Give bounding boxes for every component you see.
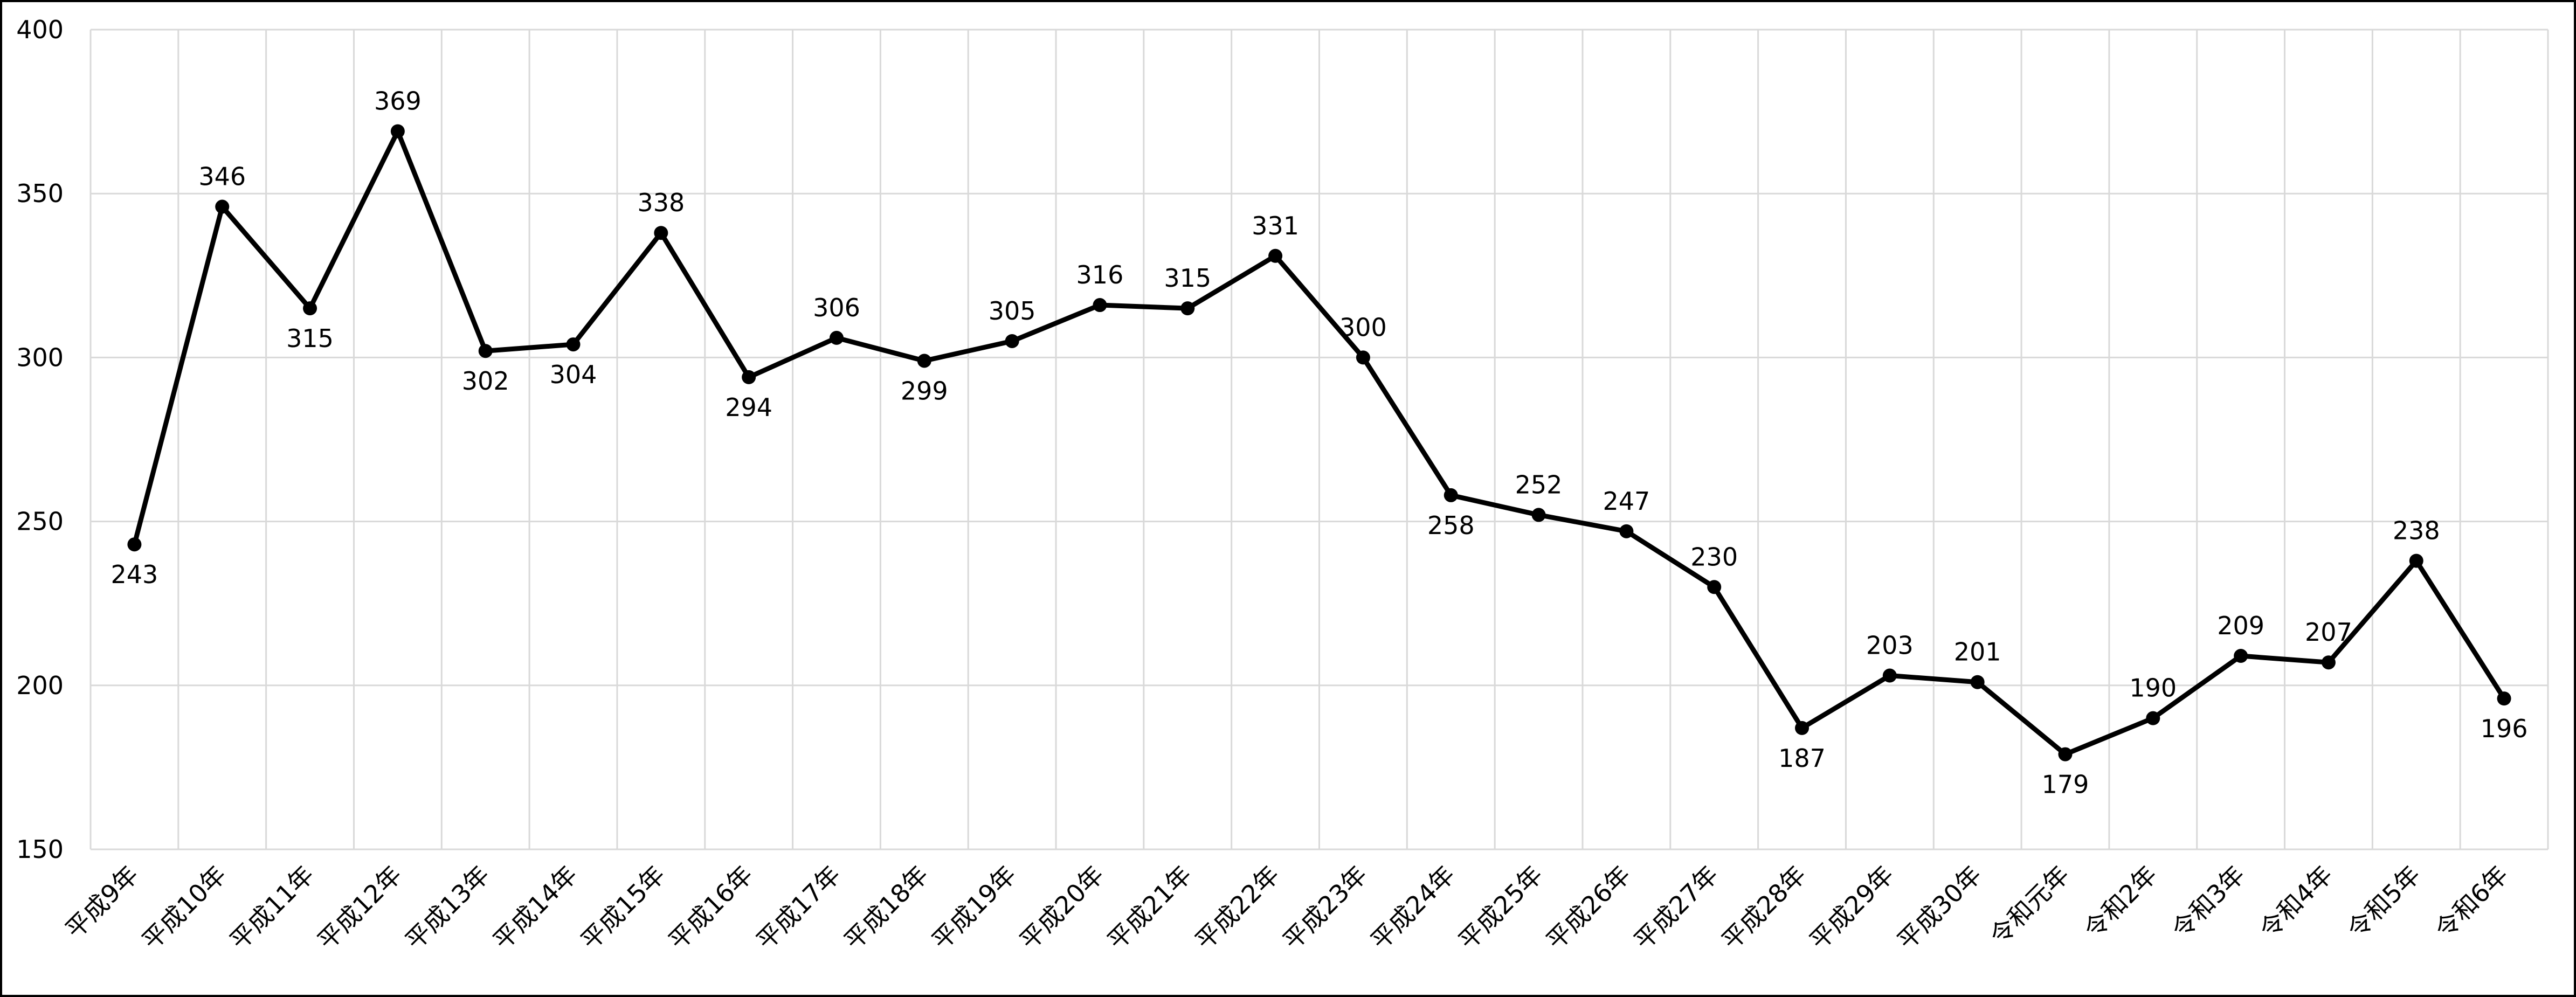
data-label: 238 (2393, 516, 2440, 545)
data-label: 305 (989, 296, 1036, 326)
data-label: 258 (1427, 511, 1475, 540)
data-label: 190 (2129, 674, 2177, 703)
data-label: 304 (550, 360, 597, 389)
y-tick-label: 200 (16, 671, 64, 700)
data-label: 201 (1954, 638, 2001, 667)
marker (1970, 675, 1985, 689)
y-tick-label: 350 (16, 179, 64, 208)
marker (917, 354, 931, 368)
data-label: 316 (1076, 260, 1124, 289)
marker (2409, 553, 2423, 568)
data-label: 243 (111, 560, 158, 589)
marker (127, 537, 142, 552)
data-label: 315 (1164, 264, 1211, 293)
marker (478, 344, 493, 358)
y-tick-label: 150 (16, 835, 64, 864)
marker (566, 337, 581, 352)
data-label: 187 (1778, 744, 1826, 773)
data-label: 207 (2305, 618, 2352, 647)
data-label: 299 (901, 376, 948, 405)
data-label: 300 (1339, 313, 1387, 342)
marker (2146, 711, 2160, 725)
marker (303, 301, 317, 316)
marker (2497, 691, 2511, 706)
data-label: 209 (2217, 611, 2264, 640)
marker (2321, 655, 2336, 670)
data-label: 179 (2042, 770, 2089, 799)
marker (390, 124, 405, 139)
marker (1356, 350, 1370, 365)
marker (1444, 488, 1458, 502)
data-label: 338 (637, 188, 685, 217)
y-tick-label: 400 (16, 15, 64, 44)
marker (2058, 747, 2073, 761)
marker (1882, 668, 1897, 683)
data-label: 252 (1515, 470, 1563, 499)
marker (1005, 334, 1019, 348)
marker (1093, 298, 1107, 313)
data-label: 306 (813, 293, 860, 322)
marker (215, 199, 230, 214)
data-label: 302 (462, 366, 509, 396)
marker (1619, 524, 1634, 538)
marker (1531, 508, 1546, 522)
marker (742, 370, 756, 384)
line (132, 129, 2506, 757)
data-label: 294 (725, 393, 772, 422)
marker (2234, 649, 2248, 663)
marker (1180, 301, 1195, 316)
data-label: 346 (198, 162, 246, 191)
y-tick-label: 250 (16, 507, 64, 536)
marker (829, 330, 844, 345)
marker (654, 226, 668, 240)
data-label: 331 (1252, 211, 1299, 240)
data-label: 315 (286, 324, 334, 353)
data-label: 247 (1603, 487, 1650, 516)
data-label: 369 (374, 87, 422, 116)
marker (1707, 580, 1722, 594)
data-label: 196 (2481, 714, 2528, 743)
marker (1268, 248, 1283, 263)
data-label: 203 (1866, 631, 1914, 660)
y-tick-label: 300 (16, 343, 64, 372)
marker (1795, 721, 1810, 735)
data-label: 230 (1690, 542, 1738, 571)
